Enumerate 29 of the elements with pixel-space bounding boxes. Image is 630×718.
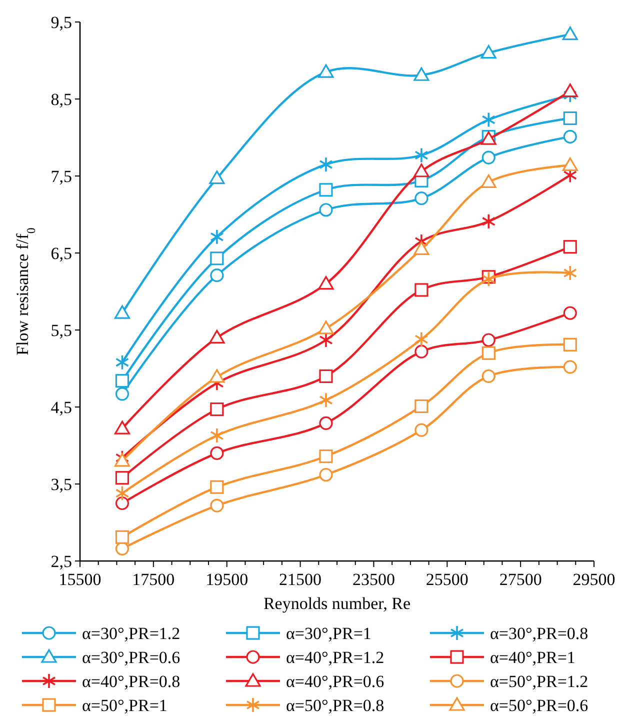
legend-label: α=40°,PR=1 (490, 648, 576, 667)
x-axis-title: Reynolds number, Re (263, 594, 411, 613)
legend-label: α=50°,PR=1 (82, 696, 168, 715)
x-tick-label: 27500 (499, 570, 542, 589)
y-tick-label: 4,5 (50, 398, 72, 417)
legend-label: α=30°,PR=0.8 (490, 624, 588, 643)
x-tick-label: 29500 (572, 570, 616, 589)
legend-label: α=50°,PR=1.2 (490, 672, 588, 691)
x-tick-label: 17500 (132, 570, 175, 589)
x-tick-label: 15500 (58, 570, 102, 589)
x-tick-label: 19500 (206, 570, 248, 589)
legend-label: α=30°,PR=1 (286, 624, 372, 643)
x-tick-label: 23500 (352, 570, 395, 589)
legend-label: α=30°,PR=1.2 (82, 624, 180, 643)
y-tick-label: 2,5 (50, 552, 72, 571)
legend-label: α=40°,PR=1.2 (286, 648, 384, 667)
y-tick-label: 7,5 (50, 166, 72, 186)
x-tick-label: 25500 (426, 570, 468, 589)
y-tick-label: 3,5 (50, 474, 72, 494)
legend-label: α=50°,PR=0.8 (286, 696, 384, 715)
x-tick-label: 21500 (279, 570, 322, 589)
y-tick-label: 9,5 (50, 12, 72, 32)
legend-label: α=40°,PR=0.6 (286, 672, 384, 691)
legend-label: α=50°,PR=0.6 (490, 696, 588, 715)
legend-label: α=40°,PR=0.8 (82, 672, 180, 691)
y-tick-label: 5,5 (50, 320, 72, 340)
legend-label: α=30°,PR=0.6 (82, 648, 180, 667)
y-tick-label: 8,5 (50, 90, 72, 109)
y-tick-label: 6,5 (50, 244, 72, 263)
